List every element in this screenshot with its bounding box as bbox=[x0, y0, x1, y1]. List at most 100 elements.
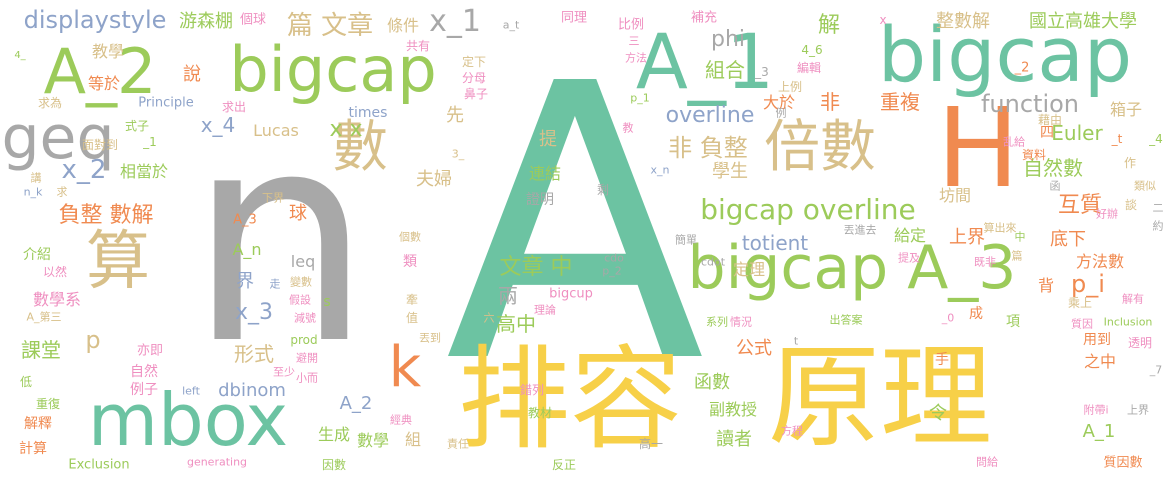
word-yiran: 以然 bbox=[42, 265, 68, 279]
word-jieyou2: 解有 bbox=[1122, 292, 1144, 306]
word-h: H bbox=[936, 84, 1020, 212]
word-diudao: 丟到 bbox=[419, 331, 441, 345]
word-shu: 數 bbox=[332, 115, 388, 180]
word-chudaan: 出答案 bbox=[829, 313, 863, 327]
word-xiangzi: 箱子 bbox=[1109, 100, 1143, 119]
word-zhizhong: 之中 bbox=[1083, 352, 1117, 371]
word-sheng: 剩 bbox=[596, 183, 610, 197]
word-cdo: cdot bbox=[700, 255, 726, 269]
word-zhiyin: 質因 bbox=[1071, 317, 1093, 331]
word-x2: x_2 bbox=[61, 155, 107, 185]
word-chongfu: 重複 bbox=[880, 90, 920, 114]
word-han: 函 bbox=[1049, 179, 1061, 193]
word-luangei: 乱給 bbox=[1003, 135, 1025, 149]
word-nk: n_k bbox=[23, 185, 43, 199]
word-diujinqu: 丟進去 bbox=[843, 223, 877, 237]
word-zeren: 責任 bbox=[447, 437, 469, 451]
word-toumin: 透明 bbox=[1127, 336, 1153, 350]
word-qiu: 球 bbox=[289, 203, 307, 224]
word-bianji: 編輯 bbox=[796, 61, 822, 75]
word-zhi: 值 bbox=[405, 311, 419, 325]
word-beishu: 倍數 bbox=[764, 115, 876, 180]
word-totient: totient bbox=[741, 231, 809, 255]
word-dengyu: 等於 bbox=[87, 74, 121, 93]
word-cdo2: cdo bbox=[604, 251, 624, 265]
word-university: 國立高雄大學 bbox=[1029, 11, 1137, 32]
word-pian-wenzhang: 篇 文章 bbox=[286, 11, 374, 41]
word-jiang: 講 bbox=[30, 171, 42, 185]
word-tiji: 提及 bbox=[898, 251, 920, 265]
word-phi: phi bbox=[710, 27, 746, 52]
word-bigcap-2: bigcap bbox=[229, 33, 437, 106]
word-xiangdangyu: 相當於 bbox=[119, 162, 169, 181]
word-suan: 算 bbox=[86, 225, 150, 299]
word-exclusion: Exclusion bbox=[68, 457, 130, 473]
word-dingxia: 定下 bbox=[461, 55, 487, 69]
word-liang: 兩 bbox=[498, 284, 518, 308]
word-a2-big: A_2 bbox=[43, 35, 157, 108]
word-cuolie: 錯列 bbox=[519, 383, 545, 397]
word-4-: 4_ bbox=[14, 50, 26, 61]
word-geshu: 個數 bbox=[399, 230, 421, 244]
word-er: 二 bbox=[1152, 201, 1164, 215]
word-haoban: 好辦 bbox=[1096, 207, 1118, 221]
word-qiuwei: 求為 bbox=[37, 96, 63, 110]
word-jie: 解 bbox=[817, 13, 841, 38]
word-chongfu2: 重復 bbox=[35, 397, 61, 411]
word-shizi: 式子 bbox=[124, 119, 150, 133]
word-ling: 令 bbox=[929, 403, 947, 424]
word-paichong: 排容 bbox=[458, 335, 682, 465]
word-di: 低 bbox=[19, 375, 33, 389]
word-p1: p_1 bbox=[630, 91, 650, 105]
word-fudai: 附帶i bbox=[1083, 403, 1109, 417]
word-prod: prod bbox=[290, 333, 318, 347]
word-shuxuexi: 數學系 bbox=[32, 290, 82, 309]
word-euler: Euler bbox=[1051, 121, 1103, 145]
word-jingdian: 經典 bbox=[390, 413, 412, 427]
word-ziliao: 資料 bbox=[1021, 148, 1047, 162]
word-huzhi: 互質 bbox=[1057, 193, 1103, 218]
word-bigcap-a3: bigcap A_3 bbox=[687, 233, 1017, 303]
word-yongdao: 用到 bbox=[1083, 332, 1111, 348]
word-shangjie-small: 上界 bbox=[1127, 403, 1149, 417]
word-buchong: 補充 bbox=[690, 10, 718, 26]
word-qingkuang: 情況 bbox=[730, 315, 752, 329]
word-shuxue: 數學 bbox=[356, 431, 390, 450]
word-li: 例 bbox=[775, 106, 787, 120]
word-liu: 六 bbox=[483, 311, 495, 325]
word-t-: _t bbox=[1111, 132, 1123, 146]
word-ziran: 自然 bbox=[130, 364, 158, 380]
word-mbox: mbox bbox=[87, 378, 289, 462]
word-t-small: t bbox=[793, 334, 799, 348]
word-leq: leq bbox=[290, 252, 316, 271]
word-cheng: 成 bbox=[969, 306, 983, 322]
word-xuesheng: 學生 bbox=[712, 161, 748, 182]
word-xx: x x bbox=[329, 117, 363, 142]
word-jie-blue: 界 bbox=[236, 271, 254, 292]
word-jianhao: 減號 bbox=[294, 311, 316, 325]
word-a1-big: A_1 bbox=[635, 17, 775, 106]
word-3-left: 3_ bbox=[451, 147, 465, 161]
word-jifei: 既非 bbox=[974, 255, 996, 269]
word-dbinom: dbinom bbox=[218, 380, 286, 401]
word-at: a_t bbox=[502, 18, 520, 32]
word-fangfa: 方法 bbox=[625, 51, 647, 65]
word-a2-blue: A_2 bbox=[339, 393, 373, 414]
word-qian: 牽 bbox=[405, 293, 419, 307]
word-xian: 先 bbox=[446, 105, 464, 126]
word-4-6: 4_6 bbox=[801, 43, 823, 57]
word-miandui: 面對到 bbox=[81, 138, 119, 152]
word-fuzhengshujie: 負整 數解 bbox=[58, 203, 154, 228]
word-zuo: 作 bbox=[1123, 156, 1137, 170]
word-jiaoxue: 教學 bbox=[91, 42, 125, 61]
word-gongyou: 共有 bbox=[405, 39, 431, 53]
word-chengshang: 乘上 bbox=[1067, 296, 1093, 310]
word-jiandan: 簡單 bbox=[675, 233, 697, 247]
word-generating: generating bbox=[186, 455, 248, 469]
word-zou: 走 bbox=[269, 277, 281, 291]
word-bili: 比例 bbox=[617, 17, 645, 33]
word-geq: geq bbox=[1, 103, 115, 173]
word-zu: 組 bbox=[404, 430, 422, 449]
word-x1: x_1 bbox=[429, 4, 481, 39]
